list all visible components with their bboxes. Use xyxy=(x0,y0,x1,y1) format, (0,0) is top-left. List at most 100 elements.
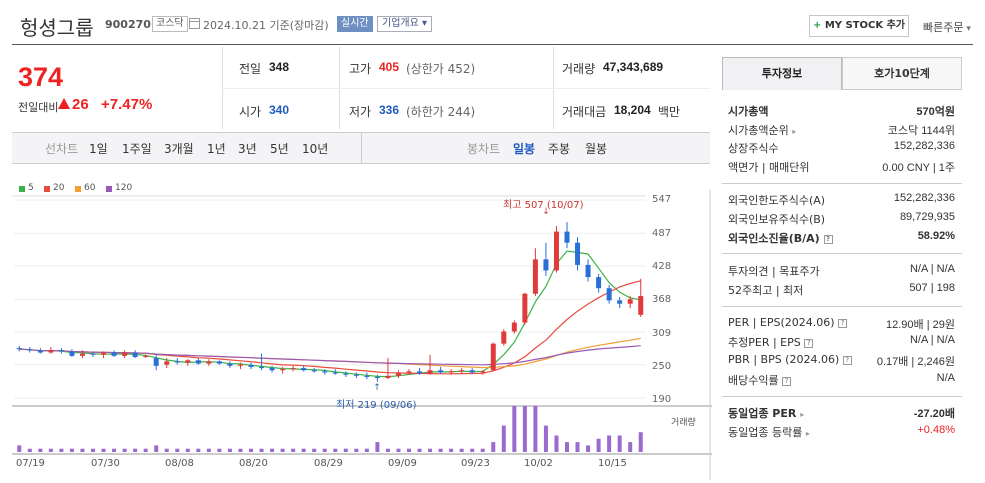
shares-value: 152,282,336 xyxy=(893,140,955,152)
tab-period-1d[interactable]: 1일 xyxy=(89,142,108,156)
tab-weekly[interactable]: 주봉 xyxy=(548,142,571,156)
volume-bar xyxy=(607,435,612,452)
help-icon[interactable]: ? xyxy=(838,318,848,328)
help-icon[interactable]: ? xyxy=(782,376,792,386)
divider xyxy=(722,253,962,254)
volume-bar xyxy=(175,448,180,452)
candle-body xyxy=(206,361,212,364)
volume-bar xyxy=(522,405,527,452)
candle-body xyxy=(322,371,328,373)
volume-bar xyxy=(27,448,32,452)
up-triangle-icon xyxy=(58,98,70,109)
price-chart[interactable]: ↓↑ xyxy=(0,190,712,480)
plus-icon: + xyxy=(812,20,822,31)
candle-body xyxy=(406,371,412,373)
quick-order-dropdown[interactable]: 빠른주문 ▾ xyxy=(923,19,971,35)
est-per-value: N/A | N/A xyxy=(909,334,955,346)
divider xyxy=(722,183,962,184)
div-text: 배당수익률 xyxy=(728,374,779,387)
realtime-button[interactable]: 실시간 xyxy=(337,16,373,32)
candle-body xyxy=(27,349,33,351)
tab-period-10y[interactable]: 10년 xyxy=(302,142,329,156)
candle-body xyxy=(122,352,128,356)
volume-bar xyxy=(501,425,506,452)
volume-bar xyxy=(164,448,169,452)
volume-bar xyxy=(206,448,211,452)
legend-swatch-5 xyxy=(19,186,25,192)
tab-daily[interactable]: 일봉 xyxy=(513,142,536,156)
candle-body xyxy=(575,242,581,265)
shares-label: 상장주식수 xyxy=(728,142,779,155)
candle-body xyxy=(269,368,275,371)
low-annotation: 최저 219 (09/06) xyxy=(336,400,417,411)
foreign-ratio-label: 외국인소진율(B/A) ? xyxy=(728,230,833,246)
candle-body xyxy=(553,231,559,271)
candle-body xyxy=(311,370,317,372)
candle-body xyxy=(617,300,623,304)
volume-bar xyxy=(638,432,643,452)
ma-line-20 xyxy=(19,280,641,375)
low-value: 336 xyxy=(379,103,400,117)
est-per-text: 추정PER | EPS xyxy=(728,336,801,349)
x-tick-label: 09/09 xyxy=(388,458,417,469)
volume-bar xyxy=(280,448,285,452)
pbr-text: PBR | BPS (2024.06) xyxy=(728,353,840,366)
volume-value: 47,343,689 xyxy=(603,60,664,74)
open-value: 340 xyxy=(269,103,290,117)
add-mystock-button[interactable]: + MY STOCK 추가 xyxy=(809,15,909,37)
volume-bar xyxy=(596,438,601,452)
foreign-ratio-text: 외국인소진율(B/A) xyxy=(728,232,820,245)
tab-period-3m[interactable]: 3개월 xyxy=(164,142,194,156)
est-per-label: 추정PER | EPS ? xyxy=(728,334,814,350)
candle-body xyxy=(216,361,222,364)
chevron-down-icon: ▾ xyxy=(963,24,971,34)
tab-orderbook[interactable]: 호가10단계 xyxy=(842,57,962,90)
y-tick-label: 428 xyxy=(652,261,672,272)
help-icon[interactable]: ? xyxy=(804,338,814,348)
divider xyxy=(222,88,710,89)
x-tick-label: 10/02 xyxy=(524,458,553,469)
sector-chg-text: 동일업종 등락률 xyxy=(728,426,803,439)
candle-body xyxy=(237,364,243,366)
candle-body xyxy=(469,370,475,373)
volume-bar xyxy=(491,442,496,452)
candle-body xyxy=(374,376,380,379)
candle-body xyxy=(417,371,423,374)
volume-bar xyxy=(101,448,106,452)
candle-body xyxy=(385,375,391,379)
y-tick-label: 487 xyxy=(652,228,672,239)
candle-body xyxy=(438,370,444,373)
volume-bar xyxy=(17,445,22,452)
tab-period-1w[interactable]: 1주일 xyxy=(122,142,152,156)
up-arrow-icon: ↑ xyxy=(373,383,381,393)
candle-body xyxy=(301,368,307,371)
candle-body xyxy=(353,374,359,376)
down-arrow-icon: ↓ xyxy=(542,207,550,217)
volume-bar xyxy=(112,448,117,452)
lower-limit: (하한가 244) xyxy=(406,105,476,119)
candle-body xyxy=(596,277,602,289)
candle-body xyxy=(606,288,612,301)
volume-bar xyxy=(301,448,306,452)
high-value: 405 xyxy=(379,60,400,74)
tab-period-5y[interactable]: 5년 xyxy=(270,142,289,156)
foreign-limit-value: 152,282,336 xyxy=(893,192,955,204)
tab-investment-info[interactable]: 투자정보 xyxy=(722,57,842,90)
volume-bar xyxy=(80,448,85,452)
legend-swatch-120 xyxy=(106,186,112,192)
tab-candle-chart[interactable]: 봉차트 xyxy=(467,142,501,156)
tab-period-1y[interactable]: 1년 xyxy=(207,142,226,156)
tab-period-3y[interactable]: 3년 xyxy=(238,142,257,156)
cap-rank-text: 시가총액순위 xyxy=(728,124,789,137)
tab-line-chart[interactable]: 선차트 xyxy=(45,142,79,156)
help-icon[interactable]: ? xyxy=(842,355,852,365)
candle-body xyxy=(185,360,191,363)
help-icon[interactable]: ? xyxy=(823,234,833,244)
company-info-dropdown[interactable]: 기업개요 ▾ xyxy=(377,16,433,32)
candle-body xyxy=(111,352,117,356)
tab-monthly[interactable]: 월봉 xyxy=(585,142,608,156)
candle-body xyxy=(259,366,265,369)
candle-body xyxy=(79,353,85,356)
open-label: 시가 xyxy=(239,105,262,119)
candle-body xyxy=(501,331,507,344)
